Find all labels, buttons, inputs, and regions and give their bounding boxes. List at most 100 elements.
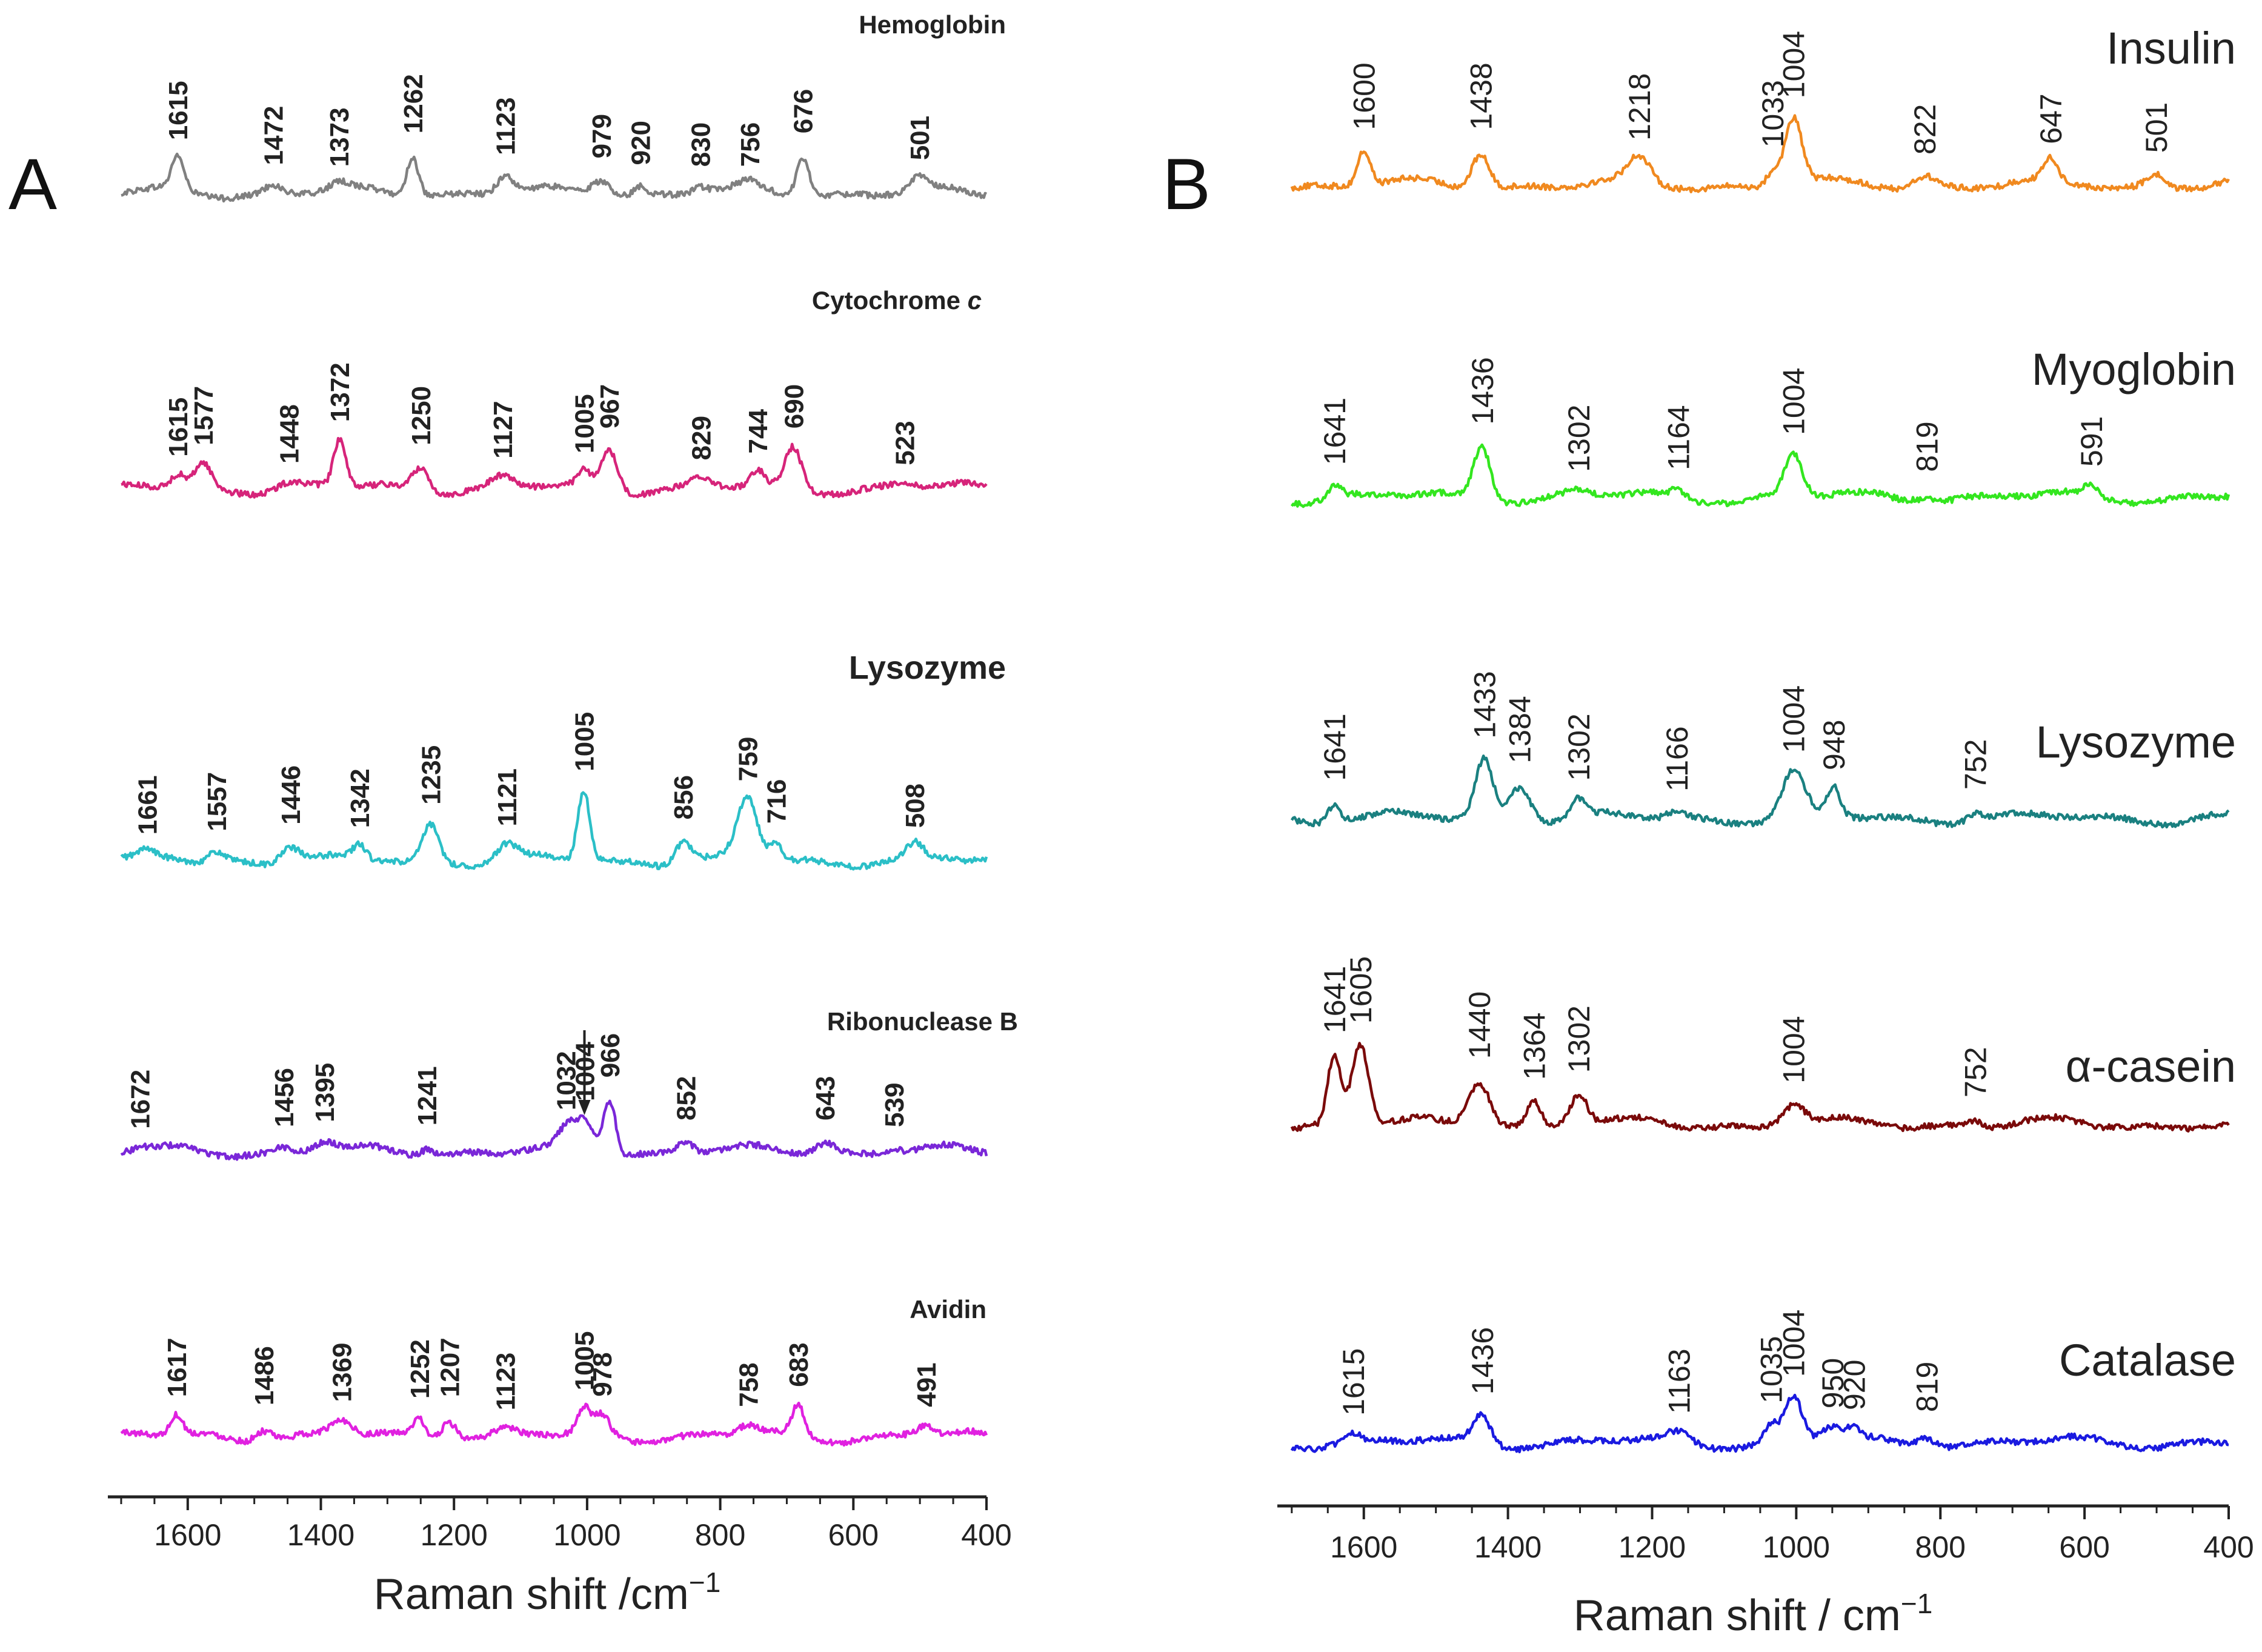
peak-label: 1235: [417, 745, 447, 805]
peak-label: 1369: [327, 1343, 357, 1402]
peak-label: 1577: [189, 386, 219, 445]
peak-label: 1252: [405, 1339, 435, 1399]
peak-label: 1123: [491, 1353, 521, 1410]
peak-label: 1262: [399, 74, 428, 133]
spectrum-line: [121, 152, 988, 203]
peak-label: 1218: [1623, 73, 1657, 141]
peak-label: 1600: [1348, 62, 1382, 130]
x-tick-label: 800: [1915, 1530, 1966, 1564]
peak-label: 756: [736, 122, 765, 167]
peak-label: 1641: [1318, 966, 1352, 1033]
panel-a-x-axis-title: Raman shift /cm−1: [374, 1567, 721, 1619]
spectrum-line: [1290, 443, 2230, 508]
panel-a-x-ticks: 1600 1400 1200 1000 800 600 400: [120, 1497, 1012, 1552]
peak-label: 647: [2034, 93, 2068, 144]
peak-label: 1004: [1777, 1310, 1811, 1377]
peak-label: 1164: [1662, 405, 1695, 470]
peak-label: 920: [1838, 1360, 1872, 1410]
peak-label: 819: [1911, 1362, 1944, 1412]
peak-label: 1163: [1663, 1348, 1697, 1414]
peak-label: 1005: [570, 712, 599, 771]
x-tick-label: 600: [2059, 1530, 2109, 1564]
peak-label: 1123: [491, 98, 521, 155]
series-name: α-casein: [2066, 1041, 2236, 1091]
peak-label: 676: [789, 89, 819, 133]
peak-label: 1615: [1337, 1348, 1371, 1416]
peak-label: 1302: [1562, 1005, 1596, 1073]
peak-label: 829: [687, 416, 717, 460]
peak-label: 1035: [1755, 1336, 1789, 1404]
peak-label: 1395: [310, 1063, 340, 1122]
series-name: Avidin: [910, 1295, 986, 1324]
spectrum-ribonuclease-b: 167214561395124110321004966852643539Ribo…: [120, 1007, 1018, 1161]
series-name: Insulin: [2106, 23, 2236, 73]
spectrum-line: [120, 1099, 988, 1161]
panel-b-x-axis-title: Raman shift / cm−1: [1574, 1588, 1933, 1640]
peak-label: 966: [596, 1033, 625, 1077]
x-tick-label: 800: [695, 1518, 745, 1552]
peak-label: 1384: [1503, 696, 1537, 763]
x-tick-label: 1600: [1330, 1530, 1397, 1564]
peak-arrow-head: [578, 1100, 591, 1115]
series-name: Ribonuclease B: [827, 1007, 1018, 1036]
peak-label: 1127: [488, 401, 518, 458]
series-name-italic: c: [968, 286, 982, 315]
peak-label: 1615: [164, 398, 193, 457]
panel-b: B 1600 1400 1200 1000 800 600 400 Raman shift …: [1162, 23, 2254, 1640]
peak-label: 508: [900, 784, 930, 828]
peak-label: 1207: [435, 1337, 465, 1397]
panel-a-x-axis: 1600 1400 1200 1000 800 600 400 Raman shift /c…: [108, 1495, 1012, 1619]
peak-label: 752: [1958, 739, 1992, 790]
peak-label: 1433: [1468, 671, 1502, 738]
peak-label: 1438: [1464, 62, 1498, 130]
spectrum-line: [120, 791, 988, 871]
panel-b-x-axis-title-text: Raman shift / cm: [1574, 1591, 1901, 1640]
peak-label: 967: [595, 384, 625, 428]
peak-label: 1005: [570, 394, 599, 453]
peak-label: 1004: [1777, 1016, 1811, 1083]
x-tick-label: 1200: [1618, 1530, 1686, 1564]
peak-label: 1342: [345, 768, 375, 828]
peak-label: 1486: [250, 1346, 279, 1405]
spectrum-myoglobin: 1641 1436 1302 1164 1004 819 591 Myoglobin: [1290, 344, 2236, 508]
peak-label: 1364: [1517, 1013, 1551, 1080]
series-name: Catalase: [2059, 1335, 2236, 1385]
peak-label: 1448: [275, 404, 305, 464]
panel-b-x-ticks: 1600 1400 1200 1000 800 600 400: [1291, 1506, 2254, 1564]
peak-label: 690: [779, 384, 809, 428]
spectrum-line: [120, 1401, 988, 1447]
spectrum-line: [1290, 1042, 2230, 1133]
x-tick-label: 1400: [1474, 1530, 1542, 1564]
peak-label: 1005: [570, 1331, 599, 1391]
peak-label: 1472: [259, 106, 288, 165]
panel-b-x-axis-title-exponent: −1: [1901, 1588, 1932, 1619]
panel-b-label: B: [1162, 144, 1211, 225]
peak-label: 1641: [1318, 398, 1352, 465]
spectrum-line: [1290, 1393, 2229, 1454]
panel-a-x-axis-title-text: Raman shift /cm: [374, 1570, 689, 1619]
peak-label: 1641: [1318, 713, 1352, 781]
series-name: Lysozyme: [2036, 717, 2236, 767]
panel-a-x-axis-title-exponent: −1: [689, 1567, 720, 1598]
x-tick-label: 1600: [154, 1518, 221, 1552]
peak-label: 1672: [126, 1070, 156, 1129]
peak-label: 1557: [202, 772, 232, 831]
peak-label: 856: [669, 775, 699, 819]
panel-b-x-axis: 1600 1400 1200 1000 800 600 400 Raman shift / …: [1277, 1504, 2254, 1640]
peak-label: 950: [1816, 1358, 1850, 1408]
peak-label: 1456: [270, 1068, 299, 1127]
x-tick-label: 400: [961, 1518, 1011, 1552]
peak-label: 1605: [1344, 956, 1378, 1024]
peak-label: 501: [905, 116, 935, 160]
peak-label: 523: [891, 421, 920, 465]
panel-a-spectra: 1615 1472 1373 1262 1123 979 920 830 756 676 501 He…: [120, 10, 1018, 1447]
peak-label: 1121: [493, 768, 522, 826]
spectrum-lysozyme: 1641 1433 1384 1302 1166 1004 948 752 Lysozyme: [1290, 671, 2236, 829]
x-tick-label: 400: [2203, 1530, 2254, 1564]
series-name: Cytochrome c: [812, 286, 982, 315]
